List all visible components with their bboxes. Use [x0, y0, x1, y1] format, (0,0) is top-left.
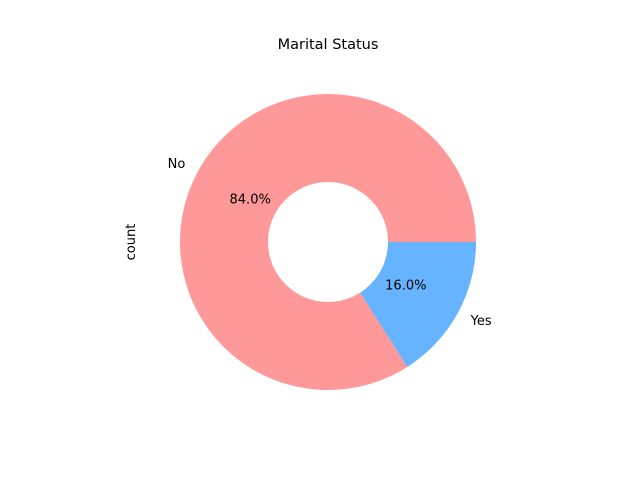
chart-title: Marital Status [278, 37, 379, 53]
slice-percent-yes: 16.0% [385, 278, 426, 293]
pie-labels: No 84.0% Yes 16.0% [168, 157, 492, 329]
donut-hole [268, 182, 388, 302]
slice-percent-no: 84.0% [230, 193, 271, 208]
slice-label-no: No [168, 157, 186, 172]
slice-label-yes: Yes [470, 314, 492, 329]
y-axis-label: count [124, 224, 139, 261]
